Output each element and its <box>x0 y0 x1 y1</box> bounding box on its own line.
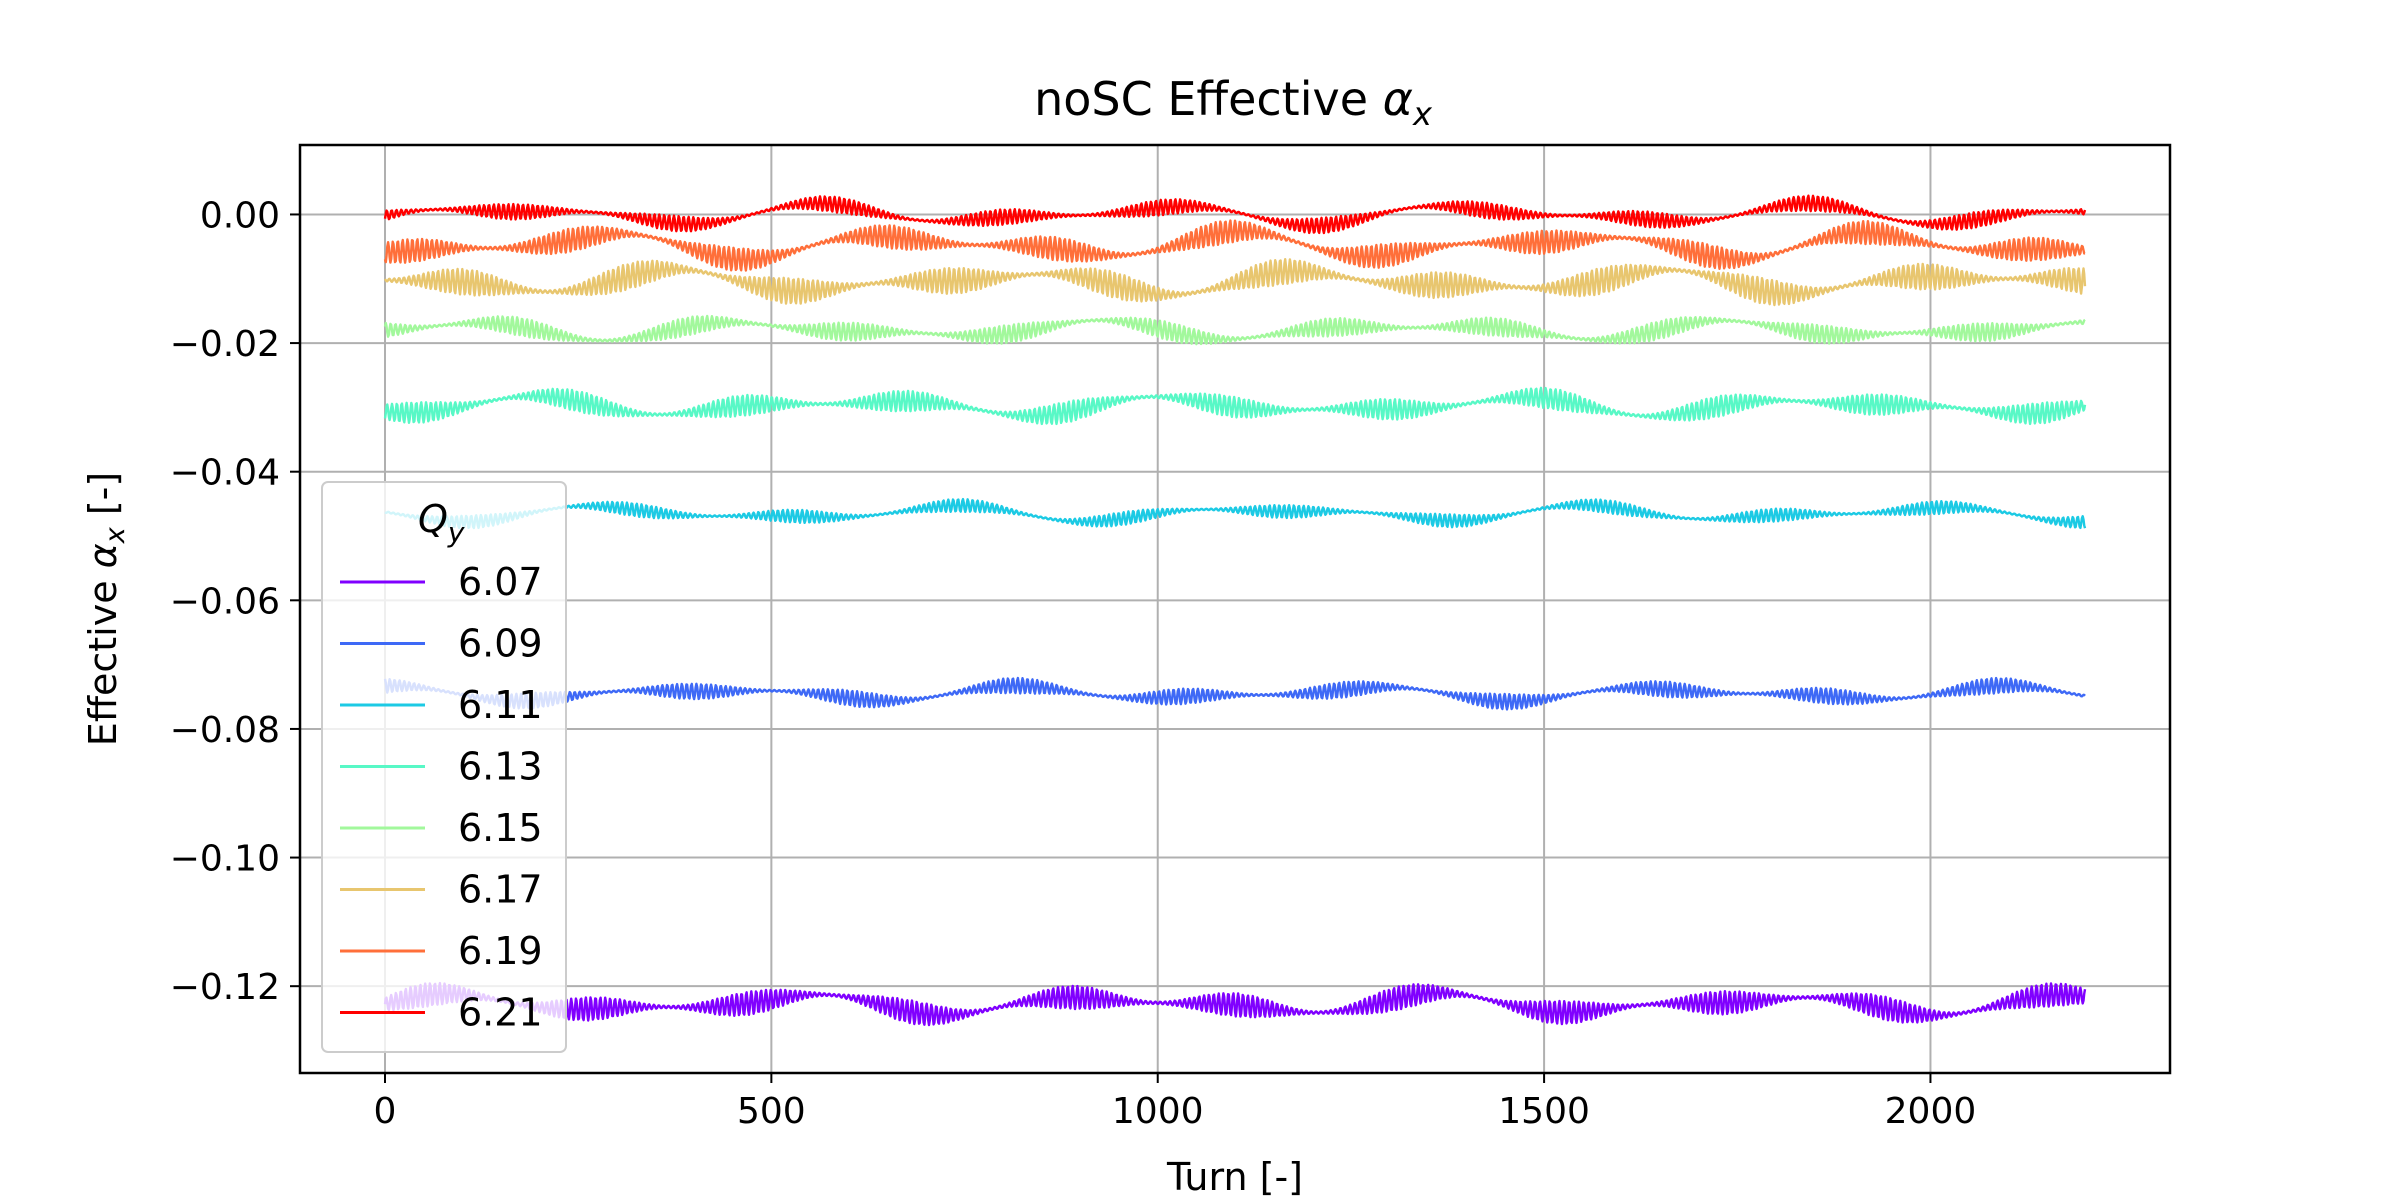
legend-title-base: Q <box>418 497 448 541</box>
x-tick-label: 0 <box>374 1091 397 1132</box>
y-ticks: 0.00 −0.02 −0.04 −0.06 −0.08 −0.10 −0.12 <box>170 195 300 1008</box>
legend-label: 6.13 <box>458 745 543 789</box>
series-line <box>384 258 2087 307</box>
series-line <box>383 219 2086 272</box>
series-line <box>383 314 2086 346</box>
y-tick-label: −0.08 <box>170 710 280 751</box>
chart-title: noSC Effective αx <box>1034 72 1433 133</box>
legend-label: 6.19 <box>458 929 543 973</box>
legend-label: 6.09 <box>458 622 543 666</box>
legend-label: 6.17 <box>458 868 543 912</box>
series-line <box>383 386 2087 426</box>
series-layer <box>383 194 2087 1027</box>
legend-label: 6.11 <box>458 683 543 727</box>
plot-frame <box>298 143 2172 1075</box>
x-tick-label: 1500 <box>1498 1091 1590 1132</box>
y-tick-label: −0.04 <box>170 453 280 494</box>
legend-entries: 6.07 6.09 6.11 6.13 6.15 6.17 6.19 6.21 <box>340 560 543 1035</box>
y-axis-label-symbol: α <box>81 543 125 568</box>
chart-title-symbol: α <box>1383 72 1413 126</box>
y-tick-label: 0.00 <box>200 195 280 236</box>
y-axis-label-base: Effective <box>81 568 125 746</box>
legend-label: 6.21 <box>458 991 543 1035</box>
y-axis-label-sub: x <box>100 526 131 544</box>
legend-title: Qy <box>418 497 465 549</box>
legend: Qy 6.07 6.09 6.11 6.13 6.15 6.17 6.19 6.21 <box>321 481 567 1053</box>
chart-title-sub: x <box>1412 95 1433 133</box>
x-ticks: 0 500 1000 1500 2000 <box>374 1073 1977 1132</box>
series-line <box>383 676 2086 711</box>
y-tick-label: −0.10 <box>170 839 280 880</box>
y-tick-label: −0.12 <box>170 967 280 1008</box>
y-tick-label: −0.02 <box>170 324 280 365</box>
chart-title-base: noSC Effective <box>1034 72 1383 126</box>
y-tick-label: −0.06 <box>170 581 280 622</box>
legend-box <box>321 481 567 1053</box>
legend-label: 6.15 <box>458 806 543 850</box>
x-tick-label: 500 <box>737 1091 806 1132</box>
y-axis-label: Effective αx [-] <box>81 472 131 746</box>
x-tick-label: 1000 <box>1112 1091 1204 1132</box>
series-line <box>383 194 2087 235</box>
x-tick-label: 2000 <box>1885 1091 1977 1132</box>
y-axis-label-suffix: [-] <box>81 472 125 527</box>
legend-label: 6.07 <box>458 560 543 604</box>
series-line <box>383 981 2087 1027</box>
legend-title-sub: y <box>447 516 465 549</box>
series-line <box>384 497 2087 530</box>
x-axis-label: Turn [-] <box>1166 1155 1303 1199</box>
